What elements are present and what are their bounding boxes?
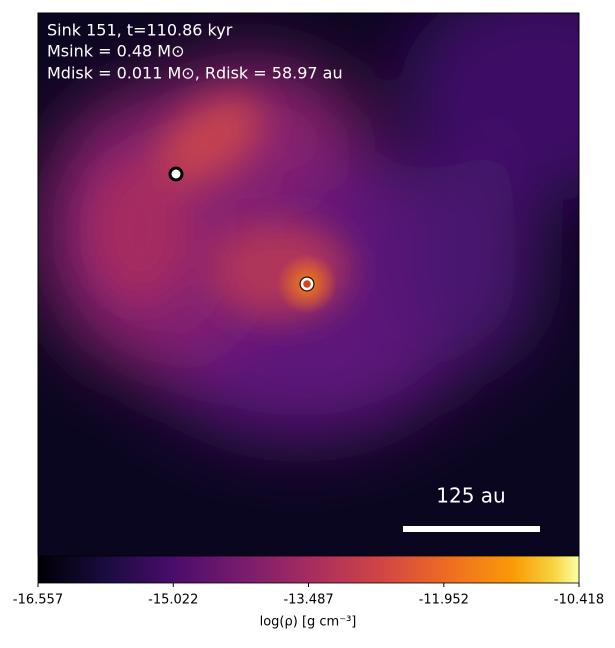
colorbar-tick-label: -11.952 [419, 593, 469, 608]
scale-bar [403, 526, 540, 532]
colorbar-tick-label: -16.557 [13, 593, 63, 608]
colorbar-tick-label: -13.487 [283, 593, 333, 608]
sink-outline [299, 276, 315, 292]
sink [300, 277, 314, 291]
title: Sink 151, t=110.86 kyr [47, 21, 233, 40]
colorbar [37, 555, 580, 584]
sink [168, 166, 184, 182]
annotation: Mdisk = 0.011 M⊙, Rdisk = 58.97 au [47, 64, 343, 83]
density-map [38, 13, 579, 556]
colorbar-label: log(ρ) [g cm⁻³] [260, 615, 357, 630]
colorbar-tick-label: -10.418 [554, 593, 604, 608]
annotation: Msink = 0.48 M⊙ [47, 42, 185, 61]
colorbar-tick-label: -15.022 [148, 593, 198, 608]
colorbar-ticks: -16.557 -15.022 -13.487 -11.952 -10.418 [13, 583, 604, 608]
scale-bar-label: 125 au [436, 484, 505, 508]
